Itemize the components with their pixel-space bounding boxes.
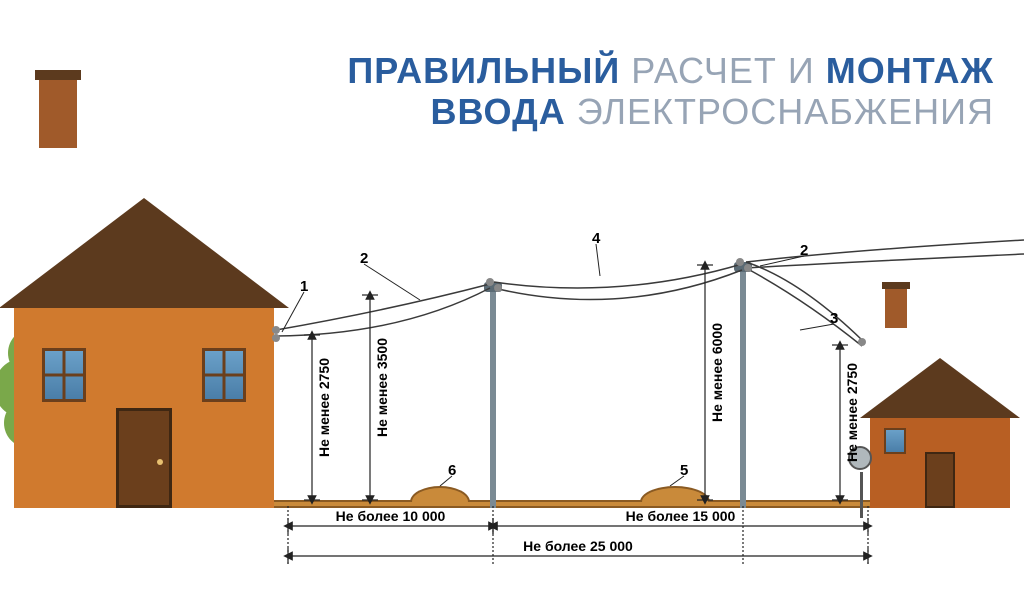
title-bold-2: МОНТАЖ bbox=[826, 50, 994, 91]
dimensions-svg bbox=[0, 180, 1024, 580]
chimney-icon bbox=[39, 78, 77, 148]
diagram-scene: Не менее 2750 Не менее 3500 Не менее 6000 Н… bbox=[0, 180, 1024, 580]
title-light-2: ЭЛЕКТРОСНАБЖЕНИЯ bbox=[566, 91, 994, 132]
title-line-1: ПРАВИЛЬНЫЙ РАСЧЕТ И МОНТАЖ bbox=[0, 50, 994, 91]
callout-number: 4 bbox=[592, 230, 600, 247]
vertical-dimension-label: Не менее 2750 bbox=[316, 358, 332, 457]
title-light-1: РАСЧЕТ И bbox=[620, 50, 826, 91]
title-line-2: ВВОДА ЭЛЕКТРОСНАБЖЕНИЯ bbox=[0, 91, 994, 132]
callout-number: 2 bbox=[800, 242, 808, 259]
vertical-dimension-label: Не менее 2750 bbox=[844, 363, 860, 462]
callout-number: 1 bbox=[300, 278, 308, 295]
title-bold-1: ПРАВИЛЬНЫЙ bbox=[347, 50, 620, 91]
callout-number: 5 bbox=[680, 462, 688, 479]
title-bold-3: ВВОДА bbox=[430, 91, 565, 132]
horizontal-dimension-label: Не более 10 000 bbox=[321, 508, 461, 524]
vertical-dimension-label: Не менее 3500 bbox=[374, 338, 390, 437]
page-title: ПРАВИЛЬНЫЙ РАСЧЕТ И МОНТАЖ ВВОДА ЭЛЕКТРО… bbox=[0, 50, 994, 133]
callout-number: 6 bbox=[448, 462, 456, 479]
vertical-dimension-label: Не менее 6000 bbox=[709, 323, 725, 422]
callout-number: 2 bbox=[360, 250, 368, 267]
horizontal-dimension-label: Не более 25 000 bbox=[508, 538, 648, 554]
horizontal-dimension-label: Не более 15 000 bbox=[611, 508, 751, 524]
callout-number: 3 bbox=[830, 310, 838, 327]
